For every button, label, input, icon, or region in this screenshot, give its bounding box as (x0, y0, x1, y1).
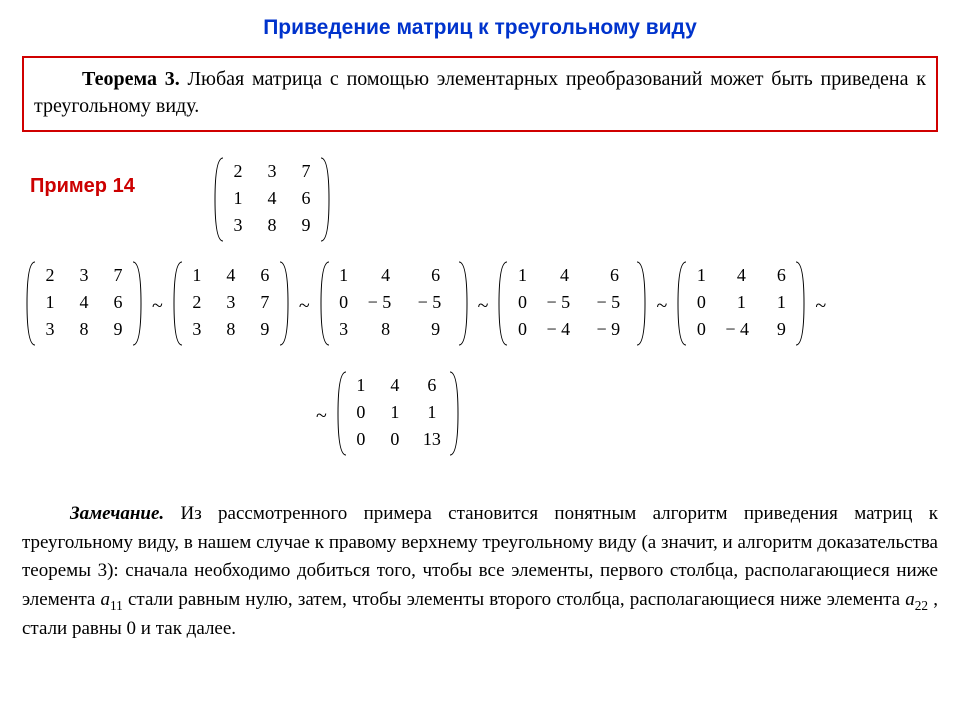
remark-lead: Замечание. (70, 503, 164, 524)
tilde: ~ (656, 295, 667, 318)
theorem-lead: Теорема 3. (82, 68, 180, 90)
matrix-initial: 237146389 (210, 156, 334, 248)
tilde: ~ (152, 295, 163, 318)
remark-a22: a (905, 589, 915, 610)
page: Приведение матриц к треугольному виду Те… (0, 0, 960, 720)
remark-paragraph: Замечание. Из рассмотренного примера ста… (22, 500, 938, 644)
matrix-row-2: 237146389 ~ 146237389 ~ 1460− 5− 5389 ~ … (22, 260, 832, 352)
example-label: Пример 14 (30, 175, 135, 198)
matrix-step-3: 1460− 5− 5389 (316, 260, 472, 352)
matrix-final: 1460110013 (333, 370, 463, 462)
remark-a11: a (101, 589, 111, 610)
tilde: ~ (299, 295, 310, 318)
theorem-box: Теорема 3. Любая матрица с помощью элеме… (22, 56, 938, 132)
matrix-step-2: 146237389 (169, 260, 293, 352)
matrix-step-4: 1460− 5− 50− 4− 9 (494, 260, 650, 352)
tilde: ~ (478, 295, 489, 318)
matrix-step-5: 1460110− 49 (673, 260, 809, 352)
tilde: ~ (316, 405, 327, 428)
matrix-row-3: ~ 1460110013 (310, 370, 463, 462)
page-title: Приведение матриц к треугольному виду (22, 16, 938, 40)
remark-a11-sub: 11 (110, 597, 123, 612)
remark-a22-sub: 22 (915, 597, 928, 612)
remark-text-2: стали равным нулю, затем, чтобы элементы… (123, 589, 905, 610)
tilde: ~ (815, 295, 826, 318)
matrix-step-1: 237146389 (22, 260, 146, 352)
